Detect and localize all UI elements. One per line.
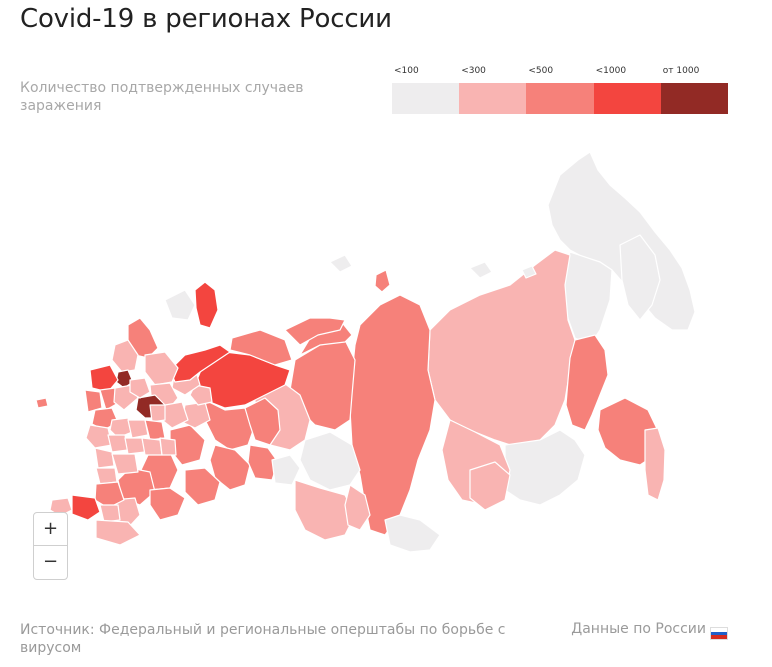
legend-swatch [593, 83, 661, 114]
legend-label: <1000 [595, 66, 627, 76]
region-volgograd[interactable] [117, 467, 156, 506]
source-note: Источник: Федеральный и региональные опе… [20, 622, 506, 656]
region-vologda[interactable] [144, 351, 179, 386]
zoom-out-button[interactable]: − [42, 551, 59, 572]
region-taimyr-coast[interactable] [284, 317, 346, 346]
legend-item: <100 [392, 66, 460, 114]
region-yakutia[interactable] [427, 249, 576, 449]
region-stavropol[interactable] [99, 504, 121, 523]
legend-swatch [660, 83, 728, 114]
region-novaya-zemlya[interactable] [194, 281, 219, 329]
region-nenets[interactable] [229, 329, 293, 366]
legend-label: <100 [394, 66, 419, 76]
russia-flag-icon [710, 627, 728, 640]
region-severnaya[interactable] [329, 254, 353, 273]
region-tula[interactable] [127, 419, 149, 439]
legend-caption: Количество подтвержденных случаев зараже… [20, 80, 304, 114]
region-kurgan[interactable] [271, 454, 301, 486]
legend-swatch [459, 83, 527, 114]
region-tambov[interactable] [141, 437, 163, 456]
region-wrangel[interactable] [521, 265, 537, 279]
region-novosib-isles[interactable] [469, 261, 493, 279]
russia-data-link[interactable]: Данные по России [571, 621, 728, 637]
region-astrakhan[interactable] [149, 487, 186, 521]
region-kemerovo[interactable] [344, 484, 371, 531]
region-penza[interactable] [159, 437, 177, 456]
region-kursk[interactable] [94, 447, 115, 469]
region-sakhalin[interactable] [644, 427, 666, 501]
region-taimyr[interactable] [374, 269, 391, 293]
color-legend: <100 <300 <500 <1000 от 1000 [392, 66, 728, 114]
region-kamchatka[interactable] [619, 234, 661, 321]
region-voronezh[interactable] [111, 453, 139, 475]
legend-swatch [526, 83, 594, 114]
region-karelia[interactable] [111, 339, 139, 373]
region-pskov[interactable] [84, 389, 103, 413]
legend-label: <500 [528, 66, 554, 76]
region-tyva[interactable] [384, 514, 441, 553]
region-ryazan[interactable] [144, 419, 166, 441]
region-sverdlovsk[interactable] [244, 397, 281, 446]
region-novosibirsk[interactable] [299, 431, 361, 491]
region-perm[interactable] [204, 399, 256, 451]
region-caucasus[interactable] [95, 519, 141, 546]
region-vladimir[interactable] [149, 404, 166, 423]
region-bashkiria[interactable] [209, 444, 251, 491]
region-rostov[interactable] [94, 481, 125, 509]
region-orenburg[interactable] [184, 467, 221, 506]
legend-item: <500 [526, 66, 594, 114]
region-arctic-isles[interactable] [164, 289, 196, 321]
region-nizhny[interactable] [161, 401, 189, 429]
zoom-control: + − [33, 512, 68, 580]
region-krasnodar[interactable] [71, 494, 101, 521]
region-chelyabinsk[interactable] [247, 444, 279, 481]
region-arkhangelsk[interactable] [169, 344, 231, 383]
zoom-in-button[interactable]: + [34, 513, 67, 546]
legend-label: <300 [461, 66, 486, 76]
region-belgorod[interactable] [95, 467, 118, 485]
legend-label: от 1000 [662, 66, 700, 76]
legend-item: <1000 [593, 66, 661, 114]
page-title: Covid-19 в регионах России [20, 4, 392, 34]
region-kaliningrad[interactable] [35, 397, 49, 409]
region-altai[interactable] [294, 479, 356, 541]
region-yaroslavl[interactable] [129, 377, 151, 399]
region-buryatia[interactable] [469, 461, 511, 511]
legend-item: от 1000 [660, 66, 728, 114]
region-udmurt[interactable] [189, 384, 213, 406]
legend-item: <300 [459, 66, 527, 114]
legend-swatch [392, 83, 460, 114]
region-leningrad[interactable] [89, 364, 119, 393]
region-khabarovsk[interactable] [565, 334, 609, 431]
region-bryansk[interactable] [85, 424, 113, 449]
russia-data-label: Данные по России [571, 621, 706, 637]
russia-regions-map[interactable] [0, 140, 772, 610]
region-zabaikalsky[interactable] [504, 429, 586, 506]
